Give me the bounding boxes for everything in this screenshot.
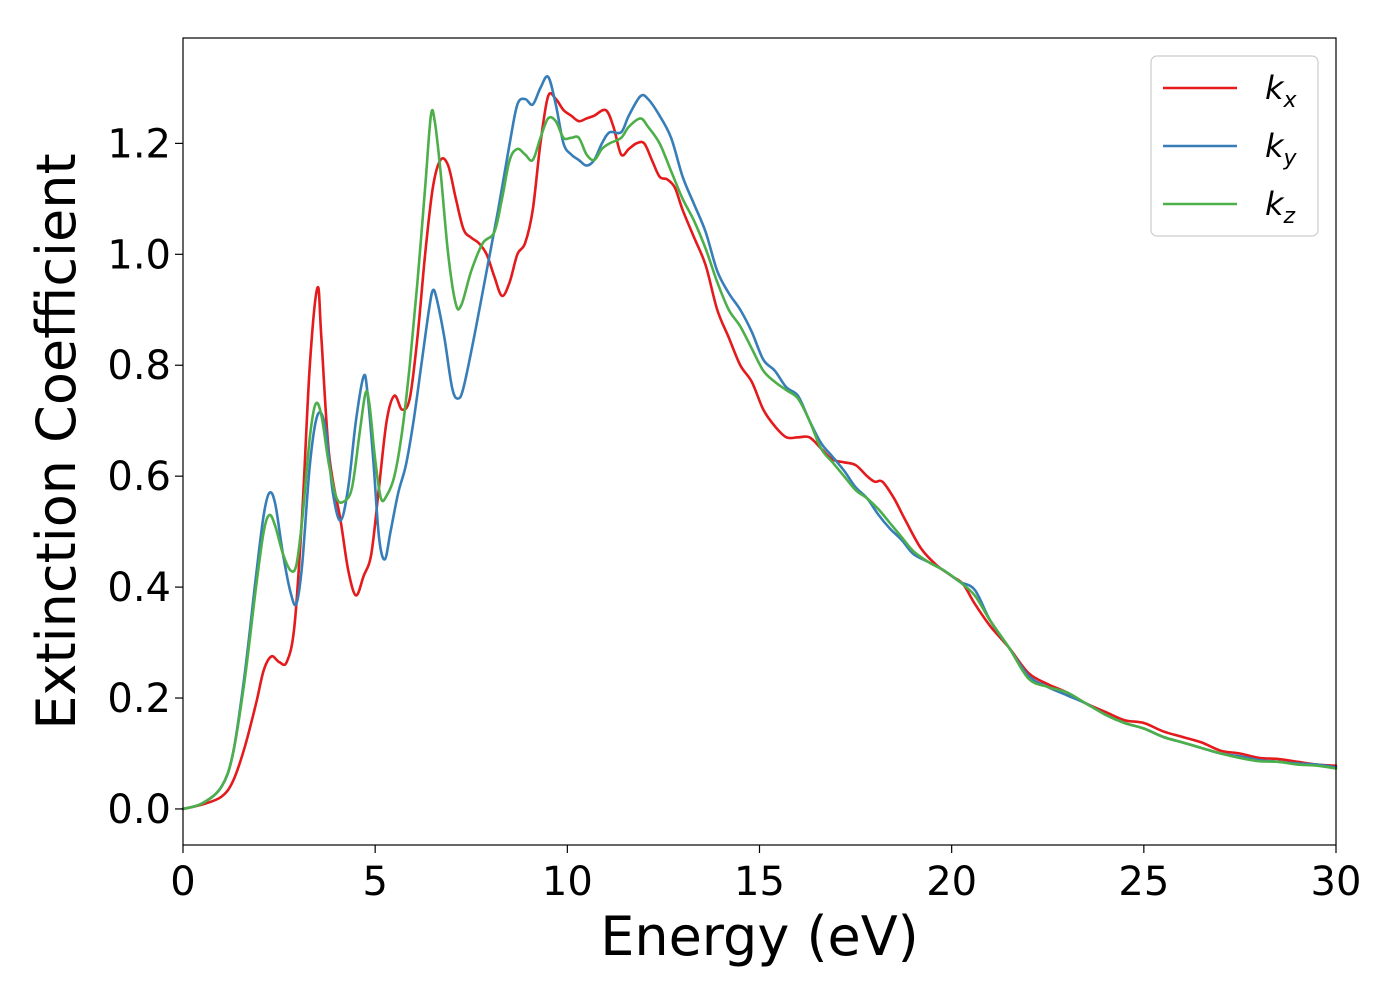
y-tick-label: 0.0 <box>107 787 171 833</box>
legend-label-z: kz <box>1265 185 1296 229</box>
y-tick-label: 1.0 <box>107 232 171 278</box>
y-axis-ticks: 0.0 0.2 0.4 0.6 0.8 1.0 1.2 <box>107 121 183 833</box>
y-tick-label: 1.2 <box>107 121 171 167</box>
y-axis-label: Extinction Coefficient <box>25 153 88 729</box>
y-tick-label: 0.8 <box>107 343 171 389</box>
y-tick-label: 0.2 <box>107 676 171 722</box>
y-tick-label: 0.4 <box>107 565 171 611</box>
y-tick-label: 0.6 <box>107 454 171 500</box>
series-layer <box>181 75 1338 811</box>
x-tick-label: 30 <box>1311 859 1362 905</box>
x-tick-label: 25 <box>1118 859 1169 905</box>
x-axis-label: Energy (eV) <box>600 905 919 968</box>
x-tick-label: 20 <box>926 859 977 905</box>
legend-label-x: kx <box>1265 69 1298 113</box>
series-line-x <box>181 91 1338 811</box>
x-tick-label: 15 <box>734 859 785 905</box>
x-tick-label: 10 <box>542 859 593 905</box>
x-axis-ticks: 0 5 10 15 20 25 30 <box>170 845 1361 905</box>
x-tick-label: 5 <box>362 859 387 905</box>
legend: kx ky kz <box>1150 55 1319 237</box>
x-tick-label: 0 <box>170 859 195 905</box>
series-line-z <box>181 108 1338 811</box>
legend-label-y: ky <box>1265 127 1298 171</box>
